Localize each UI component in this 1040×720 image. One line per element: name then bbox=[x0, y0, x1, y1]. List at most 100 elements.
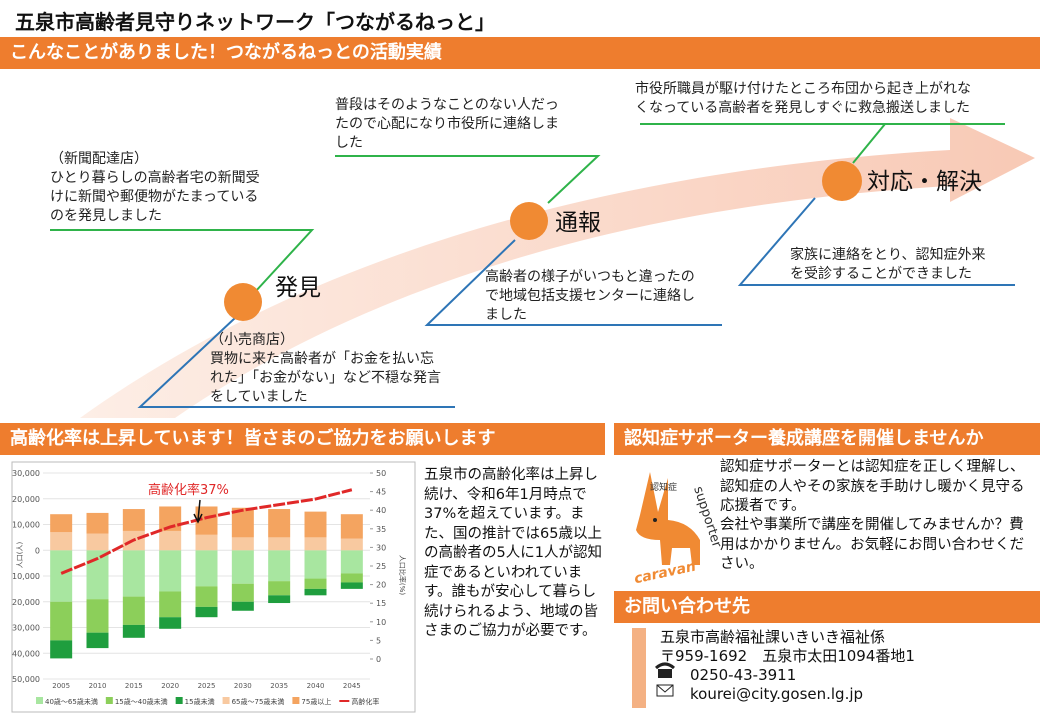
bar bbox=[86, 632, 109, 649]
legend-label: 高齢化率 bbox=[351, 697, 379, 706]
caravan-logo: 認知症 supporter caravan bbox=[633, 472, 724, 587]
note-line: 家族に連絡をとり、認知症外来 bbox=[790, 247, 986, 263]
note: （新聞配達店） ひとり暮らしの高齢者宅の新聞受 けに新聞や郵便物がたまっている のを発… bbox=[50, 150, 260, 226]
legend-swatch bbox=[175, 697, 183, 704]
note-line: のを発見しました bbox=[50, 208, 162, 224]
legend-swatch bbox=[105, 697, 113, 704]
bar bbox=[231, 601, 254, 611]
note-line: れた」「お金がない」など不穏な発言 bbox=[210, 370, 441, 386]
bar bbox=[122, 596, 145, 625]
bar bbox=[304, 511, 327, 538]
progress-arrow bbox=[80, 118, 1035, 418]
bar bbox=[122, 509, 145, 531]
bar bbox=[304, 578, 327, 589]
note-line: くなっている高齢者を発見しすぐに救急搬送しました bbox=[635, 100, 971, 116]
bar bbox=[268, 537, 291, 551]
note-line: （新聞配達店） bbox=[50, 151, 148, 167]
legend-swatch bbox=[36, 697, 43, 704]
legend-label: 75歳以上 bbox=[301, 697, 331, 706]
y-tick-label: 0 bbox=[35, 546, 40, 555]
bar bbox=[195, 534, 218, 551]
y2-axis-title: 人口比率(%) bbox=[398, 555, 407, 595]
note: 市役所職員が駆け付けたところ布団から起き上がれな くなっている高齢者を発見しすぐに… bbox=[635, 80, 971, 118]
annotation: 高齢化率37% bbox=[148, 482, 229, 498]
bar bbox=[304, 550, 327, 579]
x-tick-label: 2010 bbox=[89, 682, 107, 690]
bar bbox=[231, 583, 254, 602]
bar bbox=[268, 509, 291, 538]
y2-tick-label: 20 bbox=[376, 581, 386, 590]
note-line: 市役所職員が駆け付けたところ布団から起き上がれな bbox=[635, 81, 971, 97]
legend-swatch bbox=[222, 697, 230, 704]
bar bbox=[195, 586, 218, 607]
y-tick-label: 30,000 bbox=[12, 469, 40, 478]
y-tick-label: 30,000 bbox=[12, 624, 40, 633]
bar bbox=[231, 537, 254, 551]
bar bbox=[195, 606, 218, 618]
note-line: 高齢者の様子がいつもと違ったの bbox=[485, 269, 695, 285]
note: （小売商店） 買物に来た高齢者が「お金を払い忘 れた」「お金がない」など不穏な発言を… bbox=[210, 331, 441, 407]
section-heading: お問い合わせ先 bbox=[614, 591, 1040, 623]
bar bbox=[195, 506, 218, 535]
contact-email: kourei@city.gosen.lg.jp bbox=[690, 685, 864, 703]
bar bbox=[159, 591, 182, 618]
x-tick-label: 2005 bbox=[52, 682, 70, 690]
note-line: 買物に来た高齢者が「お金を払い忘 bbox=[210, 351, 434, 367]
bar bbox=[86, 533, 109, 551]
legend-label: 15歳～40歳未満 bbox=[115, 697, 168, 706]
x-tick-label: 2015 bbox=[125, 682, 143, 690]
bar bbox=[159, 550, 182, 592]
annotation-arrow bbox=[193, 499, 203, 524]
bar bbox=[340, 538, 363, 551]
bar bbox=[159, 617, 182, 629]
y2-tick-label: 45 bbox=[376, 488, 386, 497]
note: 家族に連絡をとり、認知症外来 を受診することができました bbox=[790, 246, 985, 284]
note-line: を受診することができました bbox=[790, 266, 972, 282]
section-heading: 高齢化率は上昇しています！皆さまのご協力をお願いします bbox=[0, 423, 605, 455]
note-line: ひとり暮らしの高齢者宅の新聞受 bbox=[50, 170, 260, 186]
x-tick-label: 2030 bbox=[234, 682, 252, 690]
legend-label: 40歳～65歳未満 bbox=[45, 697, 98, 706]
bar bbox=[50, 514, 73, 533]
bar bbox=[122, 624, 145, 638]
note-line: けに新聞や郵便物がたまっている bbox=[50, 189, 259, 205]
bar bbox=[159, 530, 182, 551]
note: 普段はそのようなことのない人だっ たので心配になり市役所に連絡しま した bbox=[335, 96, 559, 153]
y2-tick-label: 5 bbox=[376, 636, 381, 645]
x-tick-label: 2025 bbox=[198, 682, 216, 690]
bar bbox=[50, 640, 73, 659]
bar bbox=[195, 550, 218, 587]
bar bbox=[50, 601, 73, 641]
bar bbox=[50, 532, 73, 551]
y2-tick-label: 40 bbox=[376, 506, 386, 515]
y2-tick-label: 0 bbox=[376, 655, 381, 664]
note-line: した bbox=[335, 135, 363, 151]
y-tick-label: 10,000 bbox=[12, 521, 40, 530]
contact-phone: 0250-43-3911 bbox=[690, 666, 797, 684]
y2-tick-label: 50 bbox=[376, 469, 386, 478]
section-heading: こんなことがありました！つながるねっとの活動実績 bbox=[0, 37, 1040, 69]
bar bbox=[50, 550, 73, 602]
step-dots bbox=[224, 161, 862, 321]
y2-tick-label: 35 bbox=[376, 525, 386, 534]
phone-icon bbox=[655, 662, 675, 678]
x-tick-label: 2040 bbox=[307, 682, 325, 690]
x-tick-label: 2045 bbox=[343, 682, 361, 690]
mail-icon bbox=[656, 684, 674, 697]
contact-line: 五泉市高齢福祉課いきいき福祉係 bbox=[660, 628, 886, 646]
supporter-text: 認知症サポーターとは認知症を正しく理解し、認知症の人やその家族を手助けし暖かく見… bbox=[720, 459, 1025, 514]
y2-tick-label: 25 bbox=[376, 562, 386, 571]
bar bbox=[340, 573, 363, 583]
bar bbox=[268, 581, 291, 596]
bar bbox=[86, 599, 109, 633]
x-tick-label: 2035 bbox=[270, 682, 288, 690]
leader-lines bbox=[50, 123, 1015, 408]
legend-label: 65歳～75歳未満 bbox=[232, 697, 285, 706]
note-line: で地域包括支援センターに連絡し bbox=[485, 288, 695, 304]
note-line: たので心配になり市役所に連絡しま bbox=[335, 116, 559, 132]
bar bbox=[231, 507, 254, 538]
rate-text: 五泉市の高齢化率は上昇し続け、令和6年1月時点で37%を超えています。また、国の… bbox=[424, 467, 602, 639]
y2-tick-label: 15 bbox=[376, 599, 386, 608]
